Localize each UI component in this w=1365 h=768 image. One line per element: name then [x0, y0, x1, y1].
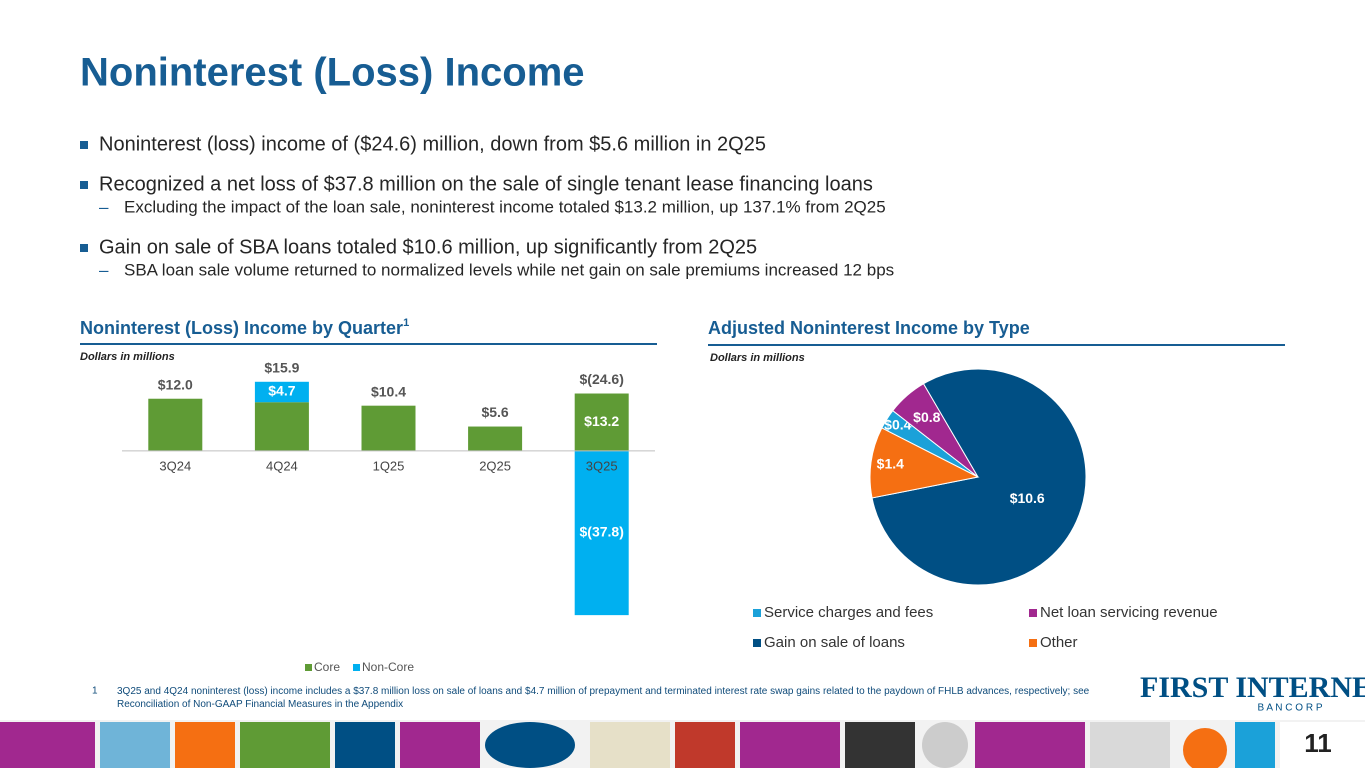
bullet-text: Recognized a net loss of $37.8 million o… [99, 173, 873, 195]
chart-title: Noninterest (Loss) Income by Quarter1 [80, 317, 409, 338]
logo-name: FIRST INTERNET [1140, 671, 1365, 704]
x-tick-label: 1Q25 [373, 458, 405, 473]
legend-label: Core [314, 660, 340, 674]
slice-label: $0.8 [913, 409, 940, 425]
legend-label: Other [1040, 634, 1078, 651]
legend-swatch [353, 664, 360, 671]
logo-sub: B A N C O R P [1257, 703, 1322, 714]
decor-strip [0, 720, 1365, 768]
legend-swatch [305, 664, 312, 671]
bullet-marker [80, 244, 88, 252]
pie-slice [869, 427, 980, 499]
bar-value-label: $13.2 [584, 413, 619, 429]
sub-bullet-dash: – [99, 260, 109, 279]
slice-label: $0.4 [884, 417, 911, 433]
sub-bullet-text: SBA loan sale volume returned to normali… [124, 260, 894, 279]
legend-label: Service charges and fees [764, 604, 933, 621]
x-tick-label: 3Q24 [159, 458, 191, 473]
legend-swatch [1029, 639, 1037, 647]
footnote: 3Q25 and 4Q24 noninterest (loss) income … [117, 686, 1090, 710]
bar-segment [574, 450, 629, 616]
total-label: $(24.6) [580, 371, 624, 387]
bar-segment [574, 393, 629, 451]
chart-subtitle: Dollars in millions [80, 351, 175, 363]
bullet-marker [80, 141, 88, 149]
total-label: $10.4 [371, 383, 406, 399]
bar-segment [361, 405, 416, 451]
total-label: $15.9 [264, 359, 299, 375]
slice-label: $10.6 [1010, 490, 1045, 506]
footnote-marker: 1 [92, 686, 98, 697]
chart-title: Adjusted Noninterest Income by Type [708, 318, 1030, 338]
bar-value-label: $4.7 [268, 383, 295, 399]
total-label: $5.6 [481, 404, 508, 420]
x-tick-label: 4Q24 [266, 458, 298, 473]
bar-segment [468, 426, 523, 451]
bar-segment [254, 381, 309, 403]
bar-segment [254, 402, 309, 451]
slice-label: $1.4 [877, 456, 904, 472]
legend-label: Gain on sale of loans [764, 634, 905, 651]
legend-swatch [1029, 609, 1037, 617]
bullet-marker [80, 181, 88, 189]
sub-bullet-dash: – [99, 197, 109, 216]
sub-bullet-text: Excluding the impact of the loan sale, n… [124, 197, 886, 216]
legend-swatch [753, 639, 761, 647]
footnote-ref: 1 [403, 317, 409, 329]
slide-title: Noninterest (Loss) Income [80, 51, 585, 95]
x-tick-label: 3Q25 [586, 458, 618, 473]
total-label: $12.0 [158, 376, 193, 392]
page-number: 11 [1304, 728, 1332, 758]
legend-label: Net loan servicing revenue [1040, 604, 1218, 621]
legend-swatch [753, 609, 761, 617]
bar-segment [148, 398, 203, 451]
chart-title-text: Noninterest (Loss) Income by Quarter [80, 318, 403, 338]
bar-value-label: $(37.8) [580, 524, 624, 540]
bullet-text: Noninterest (loss) income of ($24.6) mil… [99, 133, 766, 155]
x-tick-label: 2Q25 [479, 458, 511, 473]
chart-subtitle: Dollars in millions [710, 352, 805, 364]
legend-label: Non-Core [362, 660, 414, 674]
bullet-text: Gain on sale of SBA loans totaled $10.6 … [99, 236, 757, 258]
